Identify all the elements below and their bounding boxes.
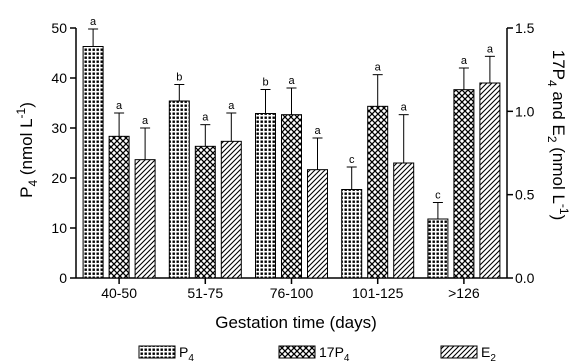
x-axis-label: Gestation time (days) [215, 313, 377, 332]
significance-letter: a [401, 102, 408, 114]
significance-letter: a [461, 55, 468, 67]
bar [168, 100, 190, 279]
legend-label-e2: E2 [481, 344, 496, 364]
y-left-tick-label: 20 [51, 170, 67, 186]
bar [281, 114, 302, 279]
y-axis-left-label: P4 (nmol L-1) [14, 102, 40, 198]
significance-letter: c [435, 190, 441, 202]
significance-letter: a [288, 75, 295, 87]
bar [220, 140, 242, 279]
legend-item-e2: E2 [440, 344, 496, 364]
legend-swatch-17p4 [278, 345, 316, 359]
significance-letter: a [116, 100, 123, 112]
y-left-tick-label: 0 [59, 270, 67, 286]
legend: P4 17P4 E2 [138, 344, 496, 364]
bar [479, 82, 501, 279]
bar [393, 162, 415, 279]
legend-item-p4: P4 [138, 344, 194, 364]
significance-letter: c [349, 154, 355, 166]
y-left-tick-label: 10 [51, 220, 67, 236]
bar [453, 89, 475, 279]
y-right-tick-label: 1.0 [515, 103, 535, 119]
significance-letter: a [314, 125, 321, 137]
y-right-tick-label: 1.5 [515, 20, 535, 36]
plot-area: 0 10 20 30 40 50 0.0 0.5 1.0 1.5 40-50 a a a 51-75 b a a 7… [51, 16, 534, 301]
x-tick-label: >126 [448, 285, 480, 301]
x-tick-label: 51-75 [187, 285, 223, 301]
y-left-tick-label: 40 [51, 70, 67, 86]
bar [134, 159, 156, 279]
significance-letter: a [228, 100, 235, 112]
significance-letter: a [202, 112, 209, 124]
x-tick-label: 40-50 [101, 285, 137, 301]
legend-swatch-e2 [440, 345, 478, 359]
bar [108, 135, 130, 279]
significance-letter: b [176, 72, 182, 84]
significance-letter: a [142, 115, 149, 127]
bar [341, 189, 363, 279]
x-tick-label: 101-125 [352, 285, 404, 301]
significance-letter: a [90, 16, 97, 28]
y-axis-right-label: 17P4 and E2 (nmol L-1) [545, 50, 571, 221]
legend-label-p4: P4 [179, 344, 194, 364]
y-left-tick-label: 30 [51, 120, 67, 136]
legend-item-17p4: 17P4 [278, 344, 350, 364]
bar [367, 105, 389, 279]
legend-label-17p4: 17P4 [319, 344, 350, 364]
bar [82, 46, 104, 279]
y-right-tick-label: 0.5 [515, 187, 535, 203]
significance-letter: b [262, 77, 268, 89]
bar [194, 145, 216, 279]
significance-letter: a [375, 62, 382, 74]
bar [255, 113, 276, 279]
significance-letter: a [487, 43, 494, 55]
bar [427, 218, 449, 279]
y-right-tick-label: 0.0 [515, 270, 535, 286]
y-left-tick-label: 50 [51, 20, 67, 36]
bar [307, 169, 328, 279]
x-tick-label: 76-100 [270, 285, 314, 301]
legend-swatch-p4 [138, 345, 176, 359]
